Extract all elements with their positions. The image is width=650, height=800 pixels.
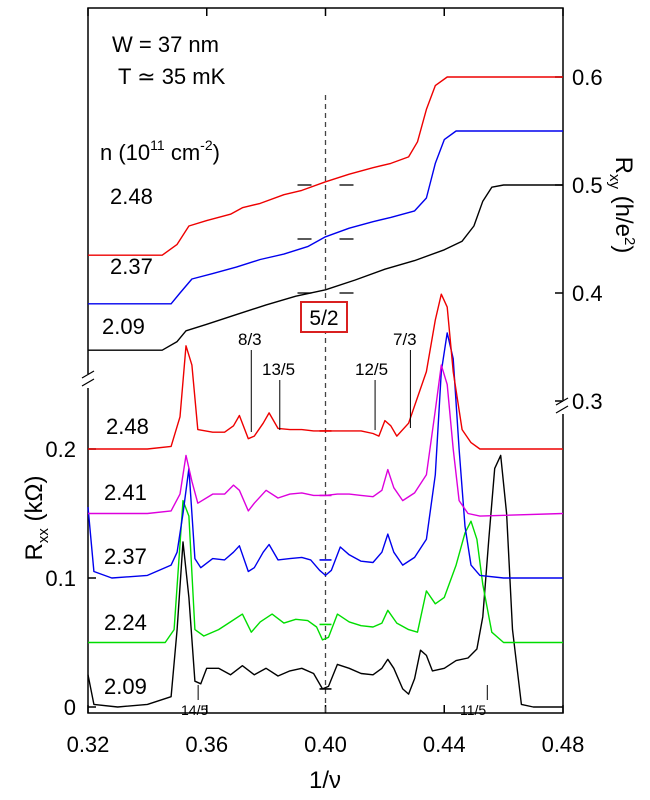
rxy-label-2-09: 2.09: [102, 314, 145, 339]
rxy-axis-ticks: 0.3 0.4 0.5 0.6: [555, 65, 603, 414]
filling-label-7-3: 7/3: [393, 330, 417, 349]
rxx-label-2-37: 2.37: [104, 544, 147, 569]
x-tick-label: 0.44: [423, 732, 466, 757]
highlight-label: 5/2: [309, 307, 338, 330]
rxx-series-line: [87, 454, 563, 708]
left-axis-break: [81, 370, 95, 388]
rxy-series-line: [88, 76, 563, 256]
rxy-tick-label: 0.3: [572, 389, 603, 414]
highlight-box: [300, 301, 348, 333]
rxx-series-line: [88, 499, 563, 644]
x-tick-label: 0.40: [304, 732, 347, 757]
rxx-tick-label: 0.1: [45, 566, 76, 591]
rxy-series-line: [88, 184, 563, 351]
rxx-tick-label: 0.2: [45, 437, 76, 462]
rxy-tick-label: 0.4: [572, 281, 603, 306]
filling-label-13-5: 13/5: [262, 360, 295, 379]
x-tick-label: 0.32: [67, 732, 110, 757]
condition-width: W = 37 nm: [112, 32, 219, 57]
x-tick-label: 0.36: [185, 732, 228, 757]
rxx-label-2-09: 2.09: [104, 674, 147, 699]
x-tick-label: 0.48: [542, 732, 585, 757]
rxy-label-2-37: 2.37: [110, 254, 153, 279]
density-header: n (1011 cm-2): [100, 137, 220, 165]
x-axis-title: 1/ν: [309, 767, 341, 794]
filling-factor-markers: [197, 350, 488, 700]
rxy-tick-label: 0.6: [572, 65, 603, 90]
rxy-series-line: [88, 130, 563, 305]
x-axis-ticks: 0.32 0.36 0.40 0.44 0.48: [67, 8, 585, 757]
rxy-axis-title: Rxy (h/e2): [606, 157, 638, 254]
filling-label-8-3: 8/3: [238, 330, 262, 349]
rxx-series-line: [88, 364, 564, 517]
filling-label-12-5: 12/5: [355, 360, 388, 379]
rxx-series-line: [87, 332, 563, 579]
filling-label-11-5: 11/5: [460, 702, 486, 718]
rxx-label-2-48: 2.48: [106, 414, 149, 439]
filling-label-14-5: 14/5: [181, 702, 208, 718]
rxx-series-group: [87, 293, 564, 708]
rxx-tick-label: 0: [64, 695, 76, 720]
rxy-label-2-48: 2.48: [110, 184, 153, 209]
rxx-label-2-41: 2.41: [104, 480, 147, 505]
condition-temperature: T ≃ 35 mK: [118, 64, 226, 89]
rxx-axis-title: Rxx (kΩ): [21, 476, 52, 561]
rxx-label-2-24: 2.24: [104, 610, 147, 635]
rxy-series-group: [88, 76, 563, 351]
rxx-series-line: [88, 293, 563, 450]
rxy-tick-label: 0.5: [572, 173, 603, 198]
